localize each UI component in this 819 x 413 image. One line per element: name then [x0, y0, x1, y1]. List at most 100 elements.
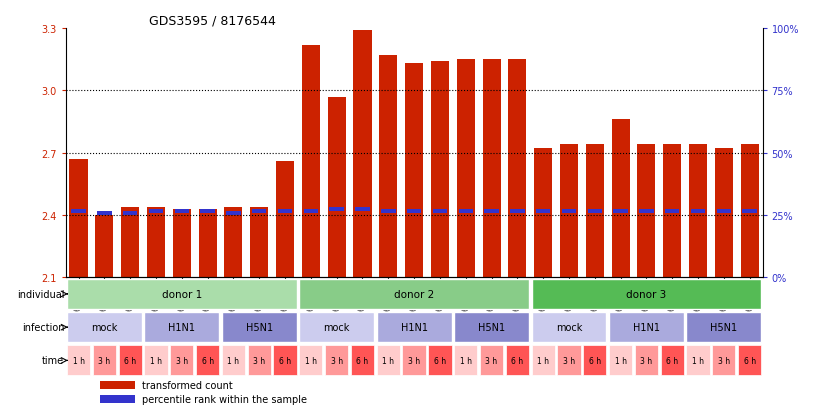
FancyBboxPatch shape: [376, 313, 451, 342]
Bar: [533, 149, 551, 278]
Bar: [432, 209, 446, 213]
FancyBboxPatch shape: [221, 313, 296, 342]
Text: 6 h: 6 h: [743, 356, 755, 365]
FancyBboxPatch shape: [582, 346, 606, 375]
Bar: [740, 145, 758, 278]
Text: 6 h: 6 h: [278, 356, 291, 365]
Text: mock: mock: [91, 323, 117, 332]
Bar: [355, 207, 369, 211]
Text: 1 h: 1 h: [227, 356, 239, 365]
FancyBboxPatch shape: [67, 279, 296, 309]
FancyBboxPatch shape: [196, 346, 219, 375]
FancyBboxPatch shape: [505, 346, 528, 375]
Text: GDS3595 / 8176544: GDS3595 / 8176544: [149, 15, 276, 28]
Bar: [458, 209, 473, 213]
FancyBboxPatch shape: [428, 346, 451, 375]
FancyBboxPatch shape: [531, 279, 760, 309]
Text: donor 1: donor 1: [161, 289, 201, 299]
Bar: [690, 209, 704, 213]
Bar: [224, 207, 242, 278]
Text: 1 h: 1 h: [614, 356, 626, 365]
Bar: [509, 209, 524, 213]
Bar: [636, 145, 654, 278]
Bar: [508, 60, 526, 278]
Text: 1 h: 1 h: [691, 356, 704, 365]
Text: 3 h: 3 h: [562, 356, 574, 365]
FancyBboxPatch shape: [557, 346, 580, 375]
FancyBboxPatch shape: [660, 346, 683, 375]
Bar: [456, 60, 474, 278]
Bar: [276, 161, 294, 278]
Text: 6 h: 6 h: [511, 356, 523, 365]
FancyBboxPatch shape: [454, 313, 528, 342]
Text: 1 h: 1 h: [382, 356, 394, 365]
Bar: [226, 211, 240, 215]
Bar: [536, 209, 550, 213]
FancyBboxPatch shape: [531, 313, 606, 342]
Text: H1N1: H1N1: [400, 323, 427, 332]
Text: 3 h: 3 h: [408, 356, 419, 365]
Bar: [328, 97, 346, 278]
Text: H1N1: H1N1: [168, 323, 195, 332]
Bar: [405, 64, 423, 278]
Text: 1 h: 1 h: [536, 356, 549, 365]
Text: percentile rank within the sample: percentile rank within the sample: [143, 394, 307, 404]
Bar: [585, 145, 603, 278]
Bar: [173, 209, 191, 278]
Bar: [303, 209, 318, 213]
Bar: [741, 209, 756, 213]
Bar: [198, 209, 216, 278]
Text: transformed count: transformed count: [143, 380, 233, 390]
FancyBboxPatch shape: [299, 313, 373, 342]
Bar: [101, 381, 135, 389]
FancyBboxPatch shape: [351, 346, 373, 375]
Bar: [353, 31, 371, 278]
Bar: [406, 209, 421, 213]
Bar: [147, 207, 165, 278]
Bar: [688, 145, 706, 278]
FancyBboxPatch shape: [609, 313, 683, 342]
Text: 3 h: 3 h: [485, 356, 497, 365]
Text: infection: infection: [22, 323, 64, 332]
FancyBboxPatch shape: [531, 346, 554, 375]
FancyBboxPatch shape: [67, 313, 142, 342]
Text: 3 h: 3 h: [98, 356, 111, 365]
Bar: [663, 145, 681, 278]
Bar: [378, 56, 397, 278]
Bar: [97, 211, 111, 215]
Bar: [71, 209, 86, 213]
Text: 1 h: 1 h: [150, 356, 162, 365]
Bar: [482, 60, 500, 278]
FancyBboxPatch shape: [93, 346, 115, 375]
FancyBboxPatch shape: [737, 346, 760, 375]
Bar: [716, 209, 731, 213]
Bar: [664, 209, 679, 213]
Text: donor 3: donor 3: [626, 289, 666, 299]
Bar: [714, 149, 732, 278]
Bar: [250, 207, 268, 278]
FancyBboxPatch shape: [67, 346, 90, 375]
Text: 6 h: 6 h: [124, 356, 136, 365]
Text: donor 2: donor 2: [393, 289, 434, 299]
FancyBboxPatch shape: [144, 313, 219, 342]
Bar: [559, 145, 577, 278]
Text: H5N1: H5N1: [709, 323, 736, 332]
Bar: [70, 159, 88, 278]
Text: 6 h: 6 h: [588, 356, 600, 365]
FancyBboxPatch shape: [712, 346, 735, 375]
Bar: [430, 62, 449, 278]
Text: mock: mock: [323, 323, 350, 332]
Bar: [587, 209, 601, 213]
FancyBboxPatch shape: [170, 346, 193, 375]
Text: H5N1: H5N1: [246, 323, 273, 332]
Text: 3 h: 3 h: [717, 356, 729, 365]
Bar: [200, 209, 215, 213]
FancyBboxPatch shape: [247, 346, 270, 375]
Bar: [611, 120, 629, 278]
Text: individual: individual: [16, 289, 64, 299]
Text: 3 h: 3 h: [330, 356, 342, 365]
Text: 3 h: 3 h: [253, 356, 265, 365]
FancyBboxPatch shape: [479, 346, 503, 375]
Text: H5N1: H5N1: [477, 323, 505, 332]
FancyBboxPatch shape: [686, 313, 760, 342]
